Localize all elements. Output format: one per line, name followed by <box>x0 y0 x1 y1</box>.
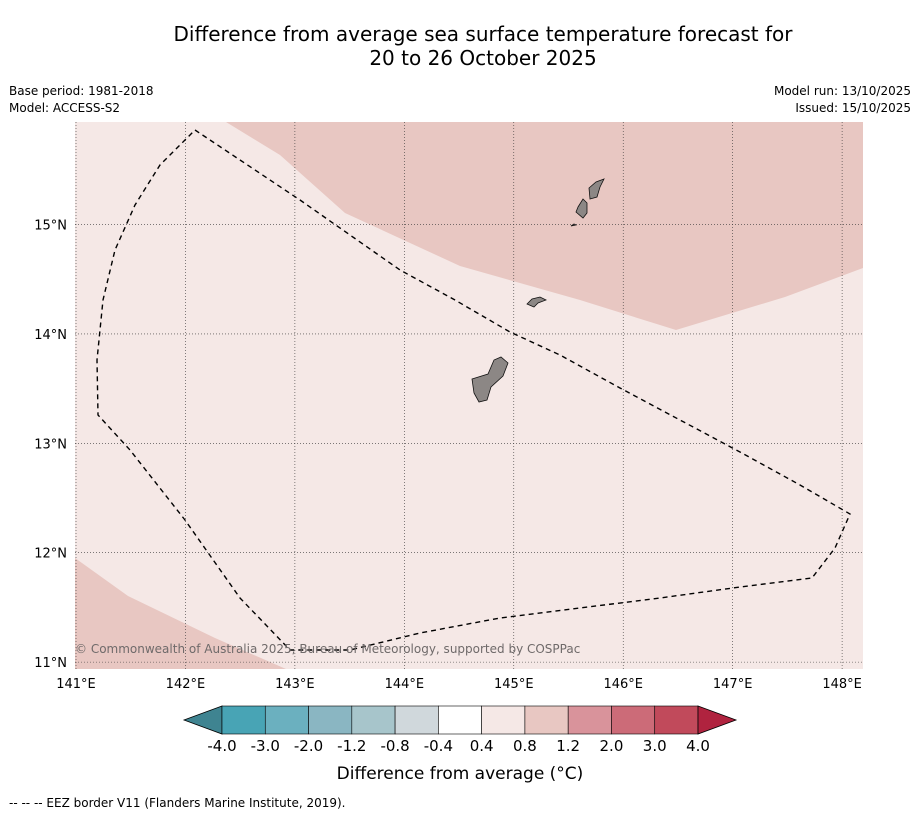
latitude-tick-label: 14°N <box>34 328 67 343</box>
colorbar-tick-label: 3.0 <box>643 737 667 755</box>
warm-anomaly-region-southwest <box>75 558 286 669</box>
colorbar-tick-labels: -4.0 -3.0 -2.0 -1.2 -0.8 -0.4 0.4 0.8 1.2 2.0 3.0 4… <box>207 737 710 755</box>
longitude-tick-label: 142°E <box>166 677 206 692</box>
longitude-tick-label: 141°E <box>56 677 96 692</box>
colorbar-tick-label: -0.4 <box>424 737 453 755</box>
colorbar-tick-label: -1.2 <box>337 737 366 755</box>
title-line-2: 20 to 26 October 2025 <box>369 46 597 70</box>
longitude-tick-label: 148°E <box>822 677 862 692</box>
title-line-1: Difference from average sea surface temp… <box>173 22 793 46</box>
colorbar-tick-label: 1.2 <box>556 737 580 755</box>
colorbar-bin <box>438 705 482 735</box>
eez-source-note: -- -- -- EEZ border V11 (Flanders Marine… <box>9 796 346 810</box>
meta-right: Model run: 13/10/2025 Issued: 15/10/2025 <box>774 83 911 117</box>
warm-anomaly-region-north <box>226 122 863 330</box>
colorbar-tick-label: -2.0 <box>294 737 323 755</box>
longitude-tick-label: 147°E <box>713 677 753 692</box>
latitude-tick-label: 11°N <box>34 656 67 671</box>
chart-title: Difference from average sea surface temp… <box>0 22 919 70</box>
colorbar-bin <box>221 705 266 735</box>
longitude-tick-label: 145°E <box>494 677 534 692</box>
longitude-tick-labels: 141°E 142°E 143°E 144°E 145°E 146°E 147°E 148°E <box>56 677 862 692</box>
island-guam <box>471 356 509 403</box>
island-rota <box>526 296 547 308</box>
colorbar-bin <box>481 705 526 735</box>
colorbar-bin <box>394 705 439 735</box>
latitude-tick-label: 12°N <box>34 547 67 562</box>
eez-border <box>96 129 851 651</box>
colorbar-tick-label: 0.8 <box>513 737 537 755</box>
colorbar-tick-label: 4.0 <box>686 737 710 755</box>
latitude-tick-labels: 15°N 14°N 13°N 12°N 11°N <box>34 219 67 672</box>
colorbar-high-extend <box>697 705 738 735</box>
colorbar-tick-label: -0.8 <box>380 737 409 755</box>
island-tinian <box>575 198 588 219</box>
model-text: Model: ACCESS-S2 <box>9 101 121 115</box>
graticule <box>75 122 863 669</box>
colorbar-tick-label: 0.4 <box>470 737 494 755</box>
latitude-tick-label: 13°N <box>34 437 67 452</box>
copyright-notice: © Commonwealth of Australia 2025, Bureau… <box>75 642 580 656</box>
colorbar-bin <box>308 705 353 735</box>
colorbar-bin <box>524 705 569 735</box>
island-saipan <box>588 178 605 200</box>
colorbar-tick-label: -3.0 <box>251 737 280 755</box>
colorbar-bin <box>567 705 612 735</box>
colorbar-bin <box>264 705 309 735</box>
colorbar-bin <box>611 705 656 735</box>
longitude-tick-label: 144°E <box>385 677 425 692</box>
colorbar-bin <box>654 705 699 735</box>
longitude-tick-label: 146°E <box>603 677 643 692</box>
colorbar-low-extend <box>182 705 223 735</box>
issued-text: Issued: 15/10/2025 <box>795 101 911 115</box>
colorbar-tick-label: 2.0 <box>600 737 624 755</box>
meta-left: Base period: 1981-2018 Model: ACCESS-S2 <box>9 83 154 117</box>
colorbar-label: Difference from average (°C) <box>337 764 584 784</box>
colorbar-bin <box>351 705 396 735</box>
latitude-tick-label: 15°N <box>34 219 67 234</box>
longitude-tick-label: 143°E <box>275 677 315 692</box>
model-run-text: Model run: 13/10/2025 <box>773 84 911 98</box>
island-aguijan <box>570 223 578 227</box>
base-period-text: Base period: 1981-2018 <box>9 84 154 98</box>
colorbar-tick-label: -4.0 <box>207 737 236 755</box>
colorbar <box>182 705 738 735</box>
